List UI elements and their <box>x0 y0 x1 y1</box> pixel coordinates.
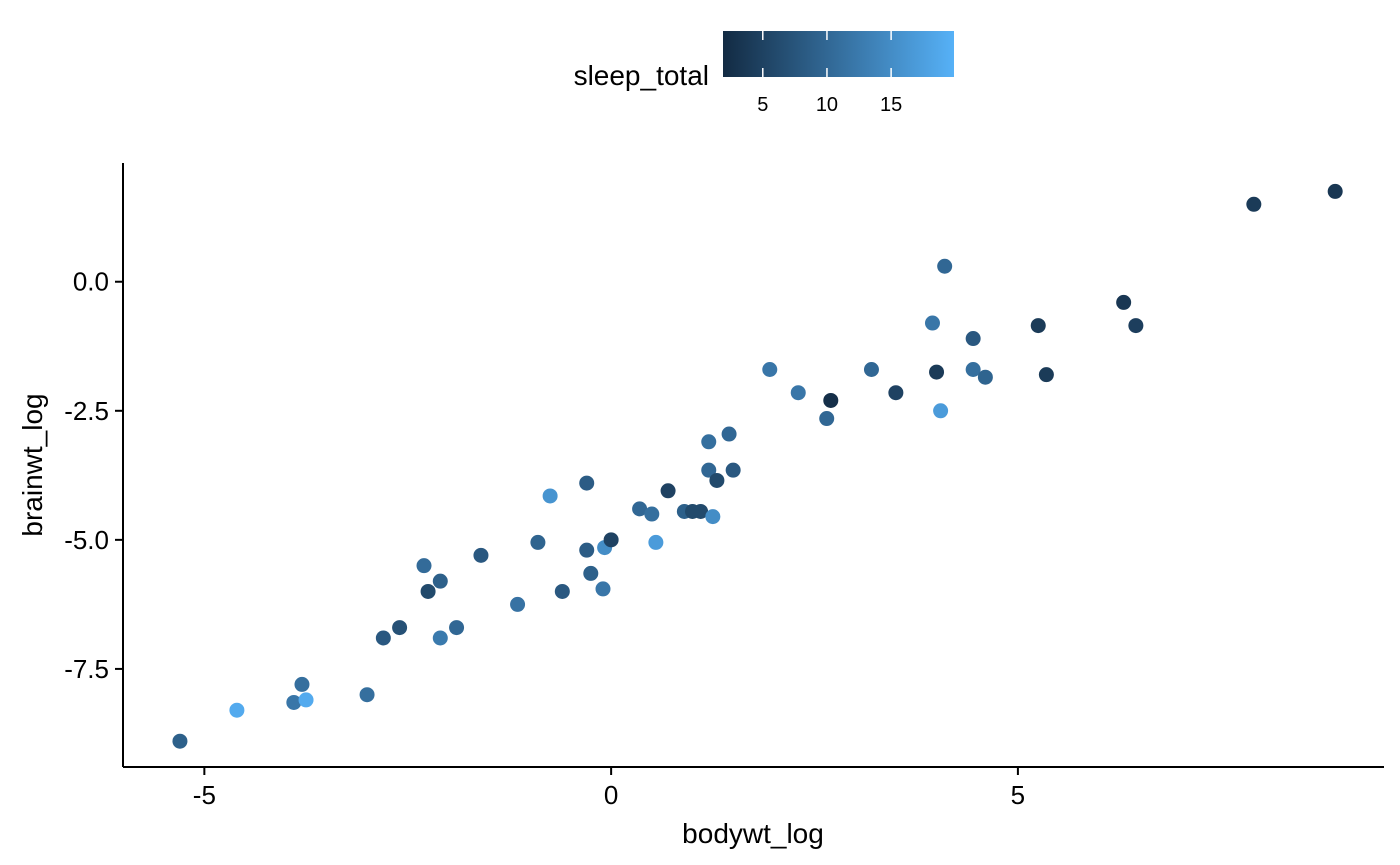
data-point <box>229 702 245 718</box>
data-point <box>432 630 448 646</box>
data-point <box>579 542 595 558</box>
data-point <box>375 630 391 646</box>
legend-tick-label: 15 <box>880 94 902 116</box>
data-point <box>888 385 904 401</box>
data-point <box>530 534 546 550</box>
legend-tick-label: 10 <box>816 94 838 116</box>
data-point <box>705 509 721 525</box>
data-point <box>416 558 432 574</box>
x-tick-label: -5 <box>193 780 216 810</box>
legend-colorbar <box>723 31 954 77</box>
x-axis-ticks: -5 0 5 <box>193 767 1025 810</box>
data-point <box>977 369 993 385</box>
data-point <box>542 488 558 504</box>
data-point <box>1327 183 1343 199</box>
data-point <box>603 532 619 548</box>
legend-title: sleep_total <box>574 60 709 91</box>
data-point <box>644 506 660 522</box>
data-point <box>420 583 436 599</box>
data-point <box>298 692 314 708</box>
data-point <box>790 385 806 401</box>
data-point <box>929 364 945 380</box>
data-point <box>933 403 949 419</box>
legend-tick-label: 5 <box>757 94 768 116</box>
y-tick-label: -2.5 <box>64 396 109 426</box>
data-point <box>172 733 188 749</box>
legend-ticks: 5 10 15 <box>757 31 902 116</box>
data-point <box>359 687 375 703</box>
data-point <box>554 583 570 599</box>
data-point <box>294 676 310 692</box>
x-tick-label: 5 <box>1011 780 1025 810</box>
x-tick-label: 0 <box>604 780 618 810</box>
data-point <box>863 361 879 377</box>
data-point <box>648 534 664 550</box>
data-point <box>721 426 737 442</box>
y-tick-label: -5.0 <box>64 525 109 555</box>
data-point <box>965 361 981 377</box>
data-point <box>449 620 465 636</box>
data-point <box>392 620 408 636</box>
data-point <box>1128 318 1144 334</box>
data-points <box>172 183 1343 749</box>
data-point <box>762 361 778 377</box>
y-axis-title: brainwt_log <box>17 393 48 536</box>
data-point <box>286 694 302 710</box>
y-tick-label: -7.5 <box>64 654 109 684</box>
data-point <box>701 434 717 450</box>
data-point <box>660 483 676 499</box>
legend: sleep_total 5 10 15 <box>574 31 954 116</box>
data-point <box>473 547 489 563</box>
data-point <box>1030 318 1046 334</box>
data-point <box>693 503 709 519</box>
data-point <box>632 501 648 517</box>
data-point <box>583 565 599 581</box>
data-point <box>701 462 717 478</box>
data-point <box>725 462 741 478</box>
data-point <box>510 596 526 612</box>
data-point <box>579 475 595 491</box>
data-point <box>1038 367 1054 383</box>
x-axis-title: bodywt_log <box>682 818 824 849</box>
data-point <box>595 581 611 597</box>
data-point <box>965 331 981 347</box>
data-point <box>432 573 448 589</box>
data-point <box>937 258 953 274</box>
data-point <box>819 411 835 427</box>
data-point <box>823 392 839 408</box>
data-point <box>1246 196 1262 212</box>
data-point <box>924 315 940 331</box>
data-point <box>1116 294 1132 310</box>
y-axis-ticks: 0.0 -2.5 -5.0 -7.5 <box>64 267 123 684</box>
y-tick-label: 0.0 <box>73 267 109 297</box>
data-point <box>709 472 725 488</box>
